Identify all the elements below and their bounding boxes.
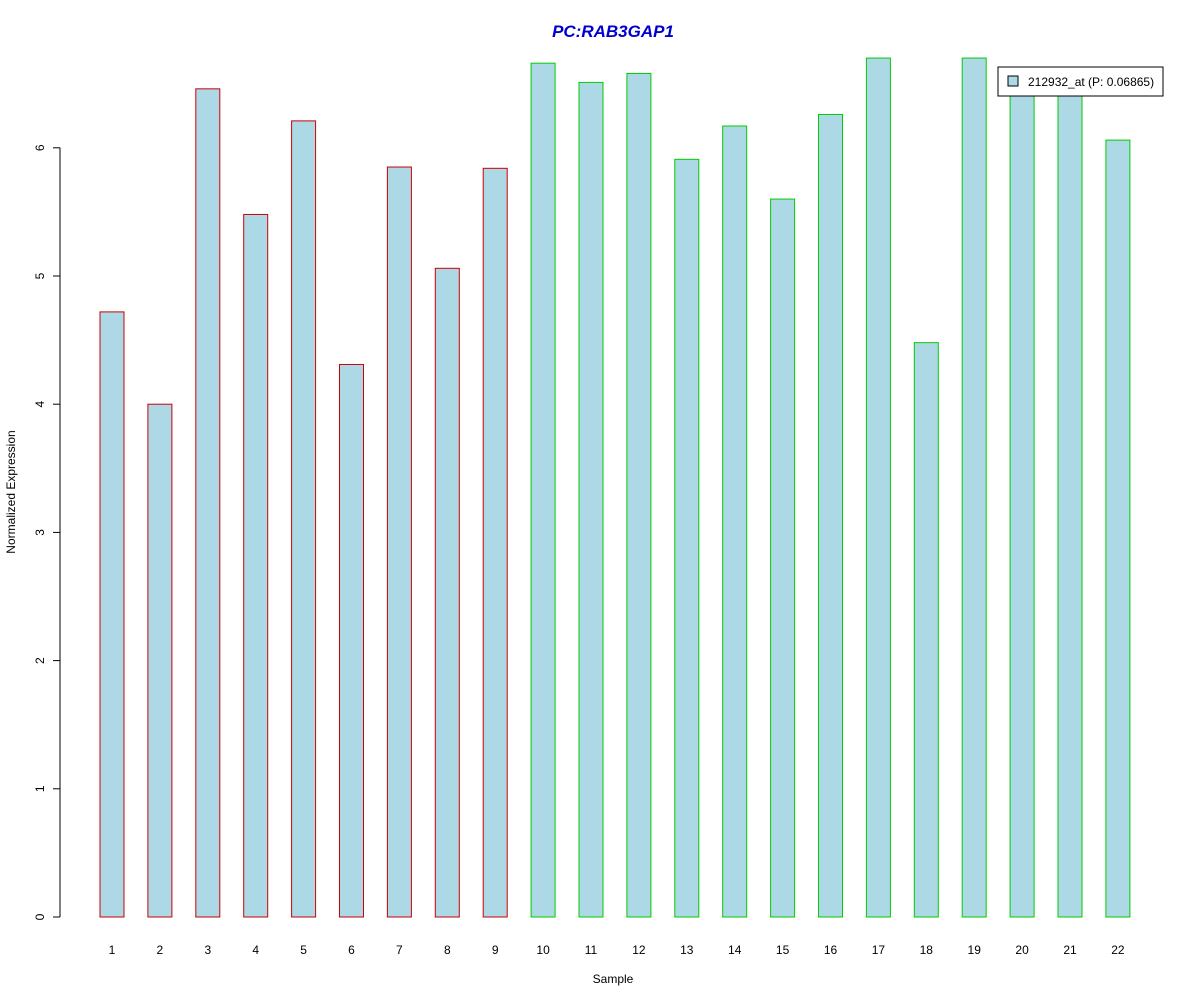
bar-sample-2 xyxy=(147,403,173,918)
x-tick-label: 16 xyxy=(824,943,838,957)
bar-sample-7 xyxy=(386,166,412,918)
legend-box xyxy=(997,66,1164,97)
legend-entry-label: 212932_at (P: 0.06865) xyxy=(1028,75,1154,89)
x-tick-label: 8 xyxy=(444,943,451,957)
x-tick-label: 15 xyxy=(776,943,790,957)
x-tick-label: 17 xyxy=(872,943,886,957)
bar-sample-5 xyxy=(291,120,317,918)
x-tick-labels: 1 2 3 4 5 6 7 8 9 10 11 12 13 14 15 16 17 18 19 20 21 22 xyxy=(109,943,1125,957)
bar-sample-12 xyxy=(626,72,652,918)
bar-sample-11 xyxy=(578,81,604,918)
x-tick-label: 19 xyxy=(968,943,982,957)
bar-sample-14 xyxy=(722,125,748,918)
bar-sample-1 xyxy=(99,311,125,918)
y-axis: 0 1 2 3 4 5 6 xyxy=(33,144,61,920)
x-tick-label: 2 xyxy=(157,943,164,957)
bar-sample-19 xyxy=(961,57,987,918)
y-axis-label: Normalized Expression xyxy=(4,430,18,553)
bar-sample-18 xyxy=(913,342,939,918)
bars-group xyxy=(99,57,1131,918)
legend-swatch xyxy=(1007,75,1019,87)
x-tick-label: 11 xyxy=(585,943,598,957)
y-tick-label: 6 xyxy=(33,144,47,151)
x-tick-label: 7 xyxy=(396,943,403,957)
y-tick-label: 1 xyxy=(33,785,47,792)
x-tick-label: 5 xyxy=(300,943,307,957)
bar-sample-15 xyxy=(770,198,796,918)
bar-sample-13 xyxy=(674,158,700,918)
x-tick-label: 21 xyxy=(1063,943,1077,957)
x-tick-label: 18 xyxy=(920,943,934,957)
x-tick-label: 3 xyxy=(204,943,211,957)
bar-sample-6 xyxy=(339,363,364,918)
bar-sample-9 xyxy=(482,167,508,918)
y-tick-label: 2 xyxy=(33,657,47,664)
x-axis-label: Sample xyxy=(593,972,634,986)
x-tick-label: 9 xyxy=(492,943,499,957)
bar-sample-10 xyxy=(530,62,556,918)
bar-sample-3 xyxy=(195,88,221,918)
legend: 212932_at (P: 0.06865) xyxy=(997,66,1164,97)
x-tick-label: 4 xyxy=(252,943,259,957)
x-tick-label: 1 xyxy=(109,943,116,957)
bar-sample-22 xyxy=(1105,139,1131,918)
bar-sample-17 xyxy=(865,57,891,918)
y-tick-label: 5 xyxy=(33,272,47,279)
y-tick-label: 0 xyxy=(33,913,47,920)
x-tick-label: 20 xyxy=(1015,943,1029,957)
bar-sample-21 xyxy=(1057,85,1083,918)
chart-title: PC:RAB3GAP1 xyxy=(552,22,674,41)
bar-sample-4 xyxy=(243,213,269,918)
x-tick-label: 14 xyxy=(728,943,742,957)
x-tick-label: 13 xyxy=(680,943,694,957)
x-tick-label: 22 xyxy=(1111,943,1125,957)
bar-sample-8 xyxy=(434,267,460,918)
y-tick-label: 4 xyxy=(33,401,47,408)
bar-sample-16 xyxy=(818,113,843,918)
x-tick-label: 12 xyxy=(632,943,646,957)
x-tick-label: 10 xyxy=(536,943,550,957)
y-tick-label: 3 xyxy=(33,529,47,536)
x-tick-label: 6 xyxy=(348,943,355,957)
bar-sample-20 xyxy=(1009,85,1035,918)
